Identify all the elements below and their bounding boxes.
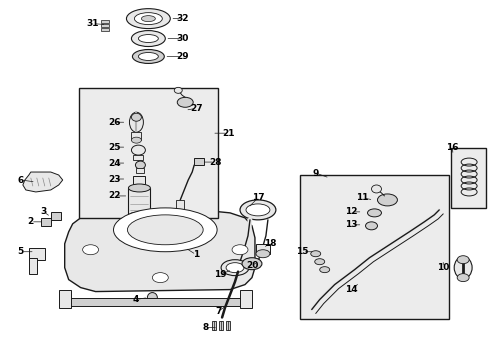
Ellipse shape xyxy=(138,35,158,42)
Text: 20: 20 xyxy=(245,261,258,270)
Bar xyxy=(29,258,37,274)
Bar xyxy=(41,218,51,226)
Text: 11: 11 xyxy=(356,193,368,202)
Ellipse shape xyxy=(127,215,203,245)
Text: 7: 7 xyxy=(214,307,221,316)
Text: 27: 27 xyxy=(189,104,202,113)
Bar xyxy=(101,28,108,31)
Ellipse shape xyxy=(126,9,170,28)
Bar xyxy=(176,200,184,210)
Text: 3: 3 xyxy=(41,207,47,216)
Text: 24: 24 xyxy=(108,158,121,167)
Ellipse shape xyxy=(134,13,162,24)
Ellipse shape xyxy=(138,53,158,60)
Text: 10: 10 xyxy=(436,263,448,272)
Text: 1: 1 xyxy=(193,250,199,259)
Ellipse shape xyxy=(82,245,99,255)
Text: 21: 21 xyxy=(222,129,234,138)
Ellipse shape xyxy=(310,251,320,257)
Bar xyxy=(240,289,251,307)
Text: 23: 23 xyxy=(108,175,121,184)
Text: 28: 28 xyxy=(208,158,221,167)
Bar xyxy=(219,321,223,330)
Text: 19: 19 xyxy=(213,270,226,279)
Bar xyxy=(450,148,485,208)
Text: 15: 15 xyxy=(296,247,308,256)
Ellipse shape xyxy=(365,222,377,230)
Text: 4: 4 xyxy=(132,295,138,304)
Text: 12: 12 xyxy=(345,207,357,216)
Bar xyxy=(133,155,143,160)
Text: 17: 17 xyxy=(251,193,264,202)
Text: 8: 8 xyxy=(202,323,208,332)
Ellipse shape xyxy=(131,31,165,46)
Ellipse shape xyxy=(245,204,269,216)
Bar xyxy=(101,24,108,27)
Ellipse shape xyxy=(128,184,150,192)
Ellipse shape xyxy=(319,267,329,273)
Ellipse shape xyxy=(456,256,468,264)
Ellipse shape xyxy=(240,200,275,220)
Text: 2: 2 xyxy=(28,217,34,226)
Text: 32: 32 xyxy=(176,14,188,23)
Text: 16: 16 xyxy=(445,143,458,152)
Ellipse shape xyxy=(371,185,381,193)
Bar xyxy=(101,20,108,23)
Text: 22: 22 xyxy=(108,192,121,201)
Ellipse shape xyxy=(377,194,397,206)
Ellipse shape xyxy=(177,97,193,107)
Text: 5: 5 xyxy=(18,247,24,256)
Ellipse shape xyxy=(152,273,168,283)
Ellipse shape xyxy=(131,113,141,121)
Bar xyxy=(59,289,71,307)
Bar xyxy=(51,212,61,220)
Text: 30: 30 xyxy=(176,34,188,43)
Bar xyxy=(62,298,249,306)
Ellipse shape xyxy=(314,259,324,265)
Text: 18: 18 xyxy=(263,239,276,248)
Text: 13: 13 xyxy=(345,220,357,229)
Text: 31: 31 xyxy=(86,19,99,28)
Bar xyxy=(136,168,144,173)
Bar xyxy=(131,132,141,140)
Ellipse shape xyxy=(131,137,141,143)
Ellipse shape xyxy=(113,208,217,252)
Polygon shape xyxy=(23,172,62,192)
Bar xyxy=(128,188,150,216)
Text: 26: 26 xyxy=(108,118,121,127)
Text: 25: 25 xyxy=(108,143,121,152)
Ellipse shape xyxy=(129,112,143,132)
Bar xyxy=(133,176,145,184)
Ellipse shape xyxy=(453,257,471,279)
Ellipse shape xyxy=(135,161,145,169)
Ellipse shape xyxy=(456,274,468,282)
Ellipse shape xyxy=(141,15,155,22)
Bar xyxy=(29,248,45,260)
Ellipse shape xyxy=(221,260,248,276)
Bar xyxy=(79,88,218,218)
Bar xyxy=(194,158,203,165)
Bar xyxy=(212,321,216,330)
Ellipse shape xyxy=(242,258,262,270)
Ellipse shape xyxy=(255,250,269,258)
Ellipse shape xyxy=(232,245,247,255)
Ellipse shape xyxy=(147,293,157,302)
Bar xyxy=(299,175,448,319)
Text: 6: 6 xyxy=(18,176,24,185)
Ellipse shape xyxy=(128,212,150,220)
Bar xyxy=(225,321,229,330)
Text: 9: 9 xyxy=(312,168,318,177)
Ellipse shape xyxy=(174,87,182,93)
Ellipse shape xyxy=(225,263,244,273)
Ellipse shape xyxy=(367,209,381,217)
Ellipse shape xyxy=(132,50,164,63)
Text: 29: 29 xyxy=(176,52,188,61)
Bar xyxy=(255,244,269,254)
PathPatch shape xyxy=(64,210,254,292)
Ellipse shape xyxy=(131,145,145,155)
Text: 14: 14 xyxy=(345,285,357,294)
